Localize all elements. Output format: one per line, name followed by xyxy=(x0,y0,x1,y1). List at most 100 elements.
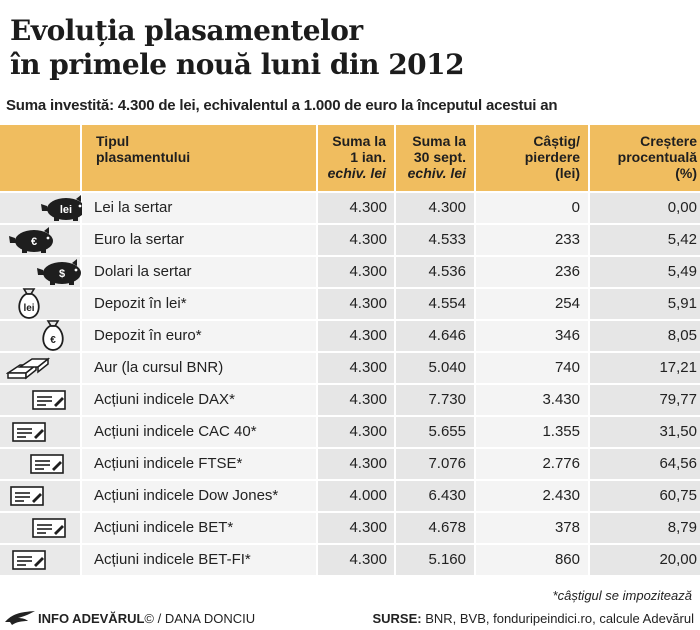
sum-sept-value: 4.536 xyxy=(396,257,474,287)
piggy-bank-euro-icon: € xyxy=(4,226,60,265)
credit: INFO ADEVĂRUL© / DANA DONCIU xyxy=(38,611,255,626)
table-row: Aur (la cursul BNR) 4.300 5.040 740 17,21 xyxy=(0,353,700,383)
icon-cell xyxy=(0,481,80,511)
percent-growth-value: 64,56 xyxy=(590,449,700,479)
stock-certificate-icon xyxy=(30,453,66,486)
title-line-1: Evoluția plasamentelor xyxy=(10,14,363,47)
investment-name: Acțiuni indicele FTSE* xyxy=(82,449,316,479)
icon-cell xyxy=(0,513,80,543)
footer: INFO ADEVĂRUL© / DANA DONCIU SURSE: BNR,… xyxy=(0,608,700,630)
sum-sept-value: 4.533 xyxy=(396,225,474,255)
header-divider xyxy=(394,125,396,191)
subtitle: Suma investită: 4.300 de lei, echivalent… xyxy=(6,97,558,114)
sum-sept-value: 7.076 xyxy=(396,449,474,479)
gain-loss-value: 233 xyxy=(476,225,588,255)
investment-name: Acțiuni indicele Dow Jones* xyxy=(82,481,316,511)
piggy-bank-dollar-icon: $ xyxy=(32,258,88,297)
table-row: $ Dolari la sertar 4.300 4.536 236 5,49 xyxy=(0,257,700,287)
gain-loss-value: 254 xyxy=(476,289,588,319)
credit-author: © / DANA DONCIU xyxy=(144,611,256,626)
table-row: Acțiuni indicele FTSE* 4.300 7.076 2.776 64,… xyxy=(0,449,700,479)
sum-jan-value: 4.300 xyxy=(318,321,394,351)
icon-cell: € xyxy=(0,320,80,351)
title-line-2: în primele nouă luni din 2012 xyxy=(10,48,465,81)
icon-cell: $ xyxy=(0,257,81,287)
header-sum-sept-line: 30 sept. xyxy=(413,149,466,165)
gain-loss-value: 740 xyxy=(476,353,588,383)
header-gain-loss-line: Câștig/ xyxy=(533,133,580,149)
sum-jan-value: 4.300 xyxy=(318,449,394,479)
icon-cell xyxy=(0,385,80,415)
sum-jan-value: 4.000 xyxy=(318,481,394,511)
sum-sept-value: 4.300 xyxy=(396,193,474,223)
header-sum-sept-line: echiv. lei xyxy=(407,165,466,181)
svg-text:€: € xyxy=(50,335,56,346)
header-type-line: Tipul xyxy=(96,133,130,149)
icon-cell xyxy=(0,545,80,575)
svg-text:lei: lei xyxy=(60,204,72,216)
table-row: Acțiuni indicele BET* 4.300 4.678 378 8,79 xyxy=(0,513,700,543)
percent-growth-value: 5,49 xyxy=(590,257,700,287)
money-bag-lei-icon: lei xyxy=(14,286,44,331)
investment-name: Euro la sertar xyxy=(82,225,316,255)
sum-jan-value: 4.300 xyxy=(318,513,394,543)
stock-certificate-icon xyxy=(12,549,48,582)
header-divider xyxy=(474,125,476,191)
gain-loss-value: 378 xyxy=(476,513,588,543)
svg-text:$: $ xyxy=(59,268,65,280)
sum-jan-value: 4.300 xyxy=(318,385,394,415)
table-row: lei Lei la sertar 4.300 4.300 0 0,00 xyxy=(0,193,700,223)
table-row: € Euro la sertar 4.300 4.533 233 5,42 xyxy=(0,225,700,255)
table-row: lei Depozit în lei* 4.300 4.554 254 5,91 xyxy=(0,288,700,319)
sum-sept-value: 4.646 xyxy=(396,321,474,351)
header-gain-loss: Câștig/ pierdere (lei) xyxy=(476,133,580,181)
header-percent-line: procentuală xyxy=(617,149,697,165)
investment-name: Lei la sertar xyxy=(82,193,316,223)
sum-jan-value: 4.300 xyxy=(318,353,394,383)
sum-sept-value: 5.655 xyxy=(396,417,474,447)
sum-jan-value: 4.300 xyxy=(318,257,394,287)
header-sum-jan: Suma la 1 ian. echiv. lei xyxy=(318,133,386,181)
percent-growth-value: 5,91 xyxy=(590,289,700,319)
sum-jan-value: 4.300 xyxy=(318,289,394,319)
sum-jan-value: 4.300 xyxy=(318,225,394,255)
credit-brand: INFO ADEVĂRUL xyxy=(38,611,145,626)
header-sum-sept-line: Suma la xyxy=(412,133,466,149)
piggy-bank-lei-icon: lei xyxy=(36,194,92,233)
gain-loss-value: 0 xyxy=(476,193,588,223)
stock-certificate-icon xyxy=(32,389,68,422)
table-row: Acțiuni indicele DAX* 4.300 7.730 3.430 79,7… xyxy=(0,385,700,415)
icon-cell xyxy=(0,417,80,447)
header-gain-loss-line: pierdere xyxy=(524,149,580,165)
investment-name: Acțiuni indicele BET-FI* xyxy=(82,545,316,575)
percent-growth-value: 79,77 xyxy=(590,385,700,415)
gain-loss-value: 346 xyxy=(476,321,588,351)
investment-name: Acțiuni indicele CAC 40* xyxy=(82,417,316,447)
percent-growth-value: 8,05 xyxy=(590,321,700,351)
percent-growth-value: 17,21 xyxy=(590,353,700,383)
stock-certificate-icon xyxy=(10,485,46,518)
sum-sept-value: 5.160 xyxy=(396,545,474,575)
sources-text: BNR, BVB, fonduripeindici.ro, calcule Ad… xyxy=(421,611,694,626)
header-sum-jan-line: Suma la xyxy=(332,133,386,149)
percent-growth-value: 31,50 xyxy=(590,417,700,447)
gain-loss-value: 2.776 xyxy=(476,449,588,479)
icon-cell xyxy=(0,449,80,479)
table-row: Acțiuni indicele BET-FI* 4.300 5.160 860 20,… xyxy=(0,545,700,575)
investment-name: Dolari la sertar xyxy=(82,257,316,287)
investment-name: Aur (la cursul BNR) xyxy=(82,353,316,383)
footnote: *câștigul se impozitează xyxy=(552,588,692,603)
icon-cell: lei xyxy=(0,288,80,319)
header-sum-sept: Suma la 30 sept. echiv. lei xyxy=(396,133,466,181)
investment-name: Depozit în euro* xyxy=(82,321,316,351)
header-gain-loss-line: (lei) xyxy=(555,165,580,181)
percent-growth-value: 0,00 xyxy=(590,193,700,223)
icon-cell: lei xyxy=(0,193,85,223)
stock-certificate-icon xyxy=(12,421,48,454)
sum-sept-value: 5.040 xyxy=(396,353,474,383)
gold-bars-icon xyxy=(5,355,51,392)
sum-sept-value: 6.430 xyxy=(396,481,474,511)
table-header: Tipul plasamentului Suma la 1 ian. echiv… xyxy=(0,125,700,191)
sources-label: SURSE: xyxy=(372,611,422,626)
sum-sept-value: 7.730 xyxy=(396,385,474,415)
